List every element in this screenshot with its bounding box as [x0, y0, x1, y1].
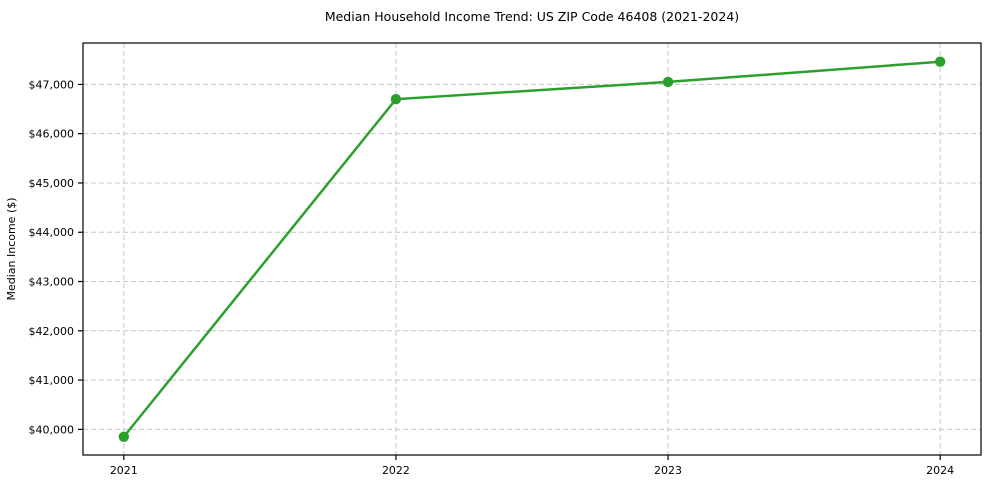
y-tick-label: $43,000	[29, 276, 75, 289]
data-point	[662, 76, 674, 88]
x-tick-label: 2024	[926, 464, 954, 477]
data-point	[118, 431, 130, 442]
y-tick-label: $41,000	[29, 374, 75, 387]
data-point	[390, 93, 402, 105]
x-tick-label: 2022	[382, 464, 410, 477]
y-tick-label: $42,000	[29, 325, 75, 338]
plot-layers: $40,000 $41,000 $42,000 $43,000 $44,000 $45,0…	[29, 42, 982, 477]
x-tick-label: 2021	[110, 464, 138, 477]
y-tick-label: $46,000	[29, 128, 75, 141]
y-tick-label: $47,000	[29, 78, 75, 91]
y-axis-label: Median Income ($)	[5, 197, 18, 300]
plot-border	[82, 42, 982, 456]
data-point	[934, 56, 946, 67]
x-tick-label: 2023	[654, 464, 682, 477]
trend-line	[122, 60, 942, 439]
y-tick-label: $45,000	[29, 177, 75, 190]
chart-title: Median Household Income Trend: US ZIP Co…	[325, 9, 739, 24]
y-tick-label: $44,000	[29, 226, 75, 239]
y-tick-label: $40,000	[29, 423, 75, 436]
